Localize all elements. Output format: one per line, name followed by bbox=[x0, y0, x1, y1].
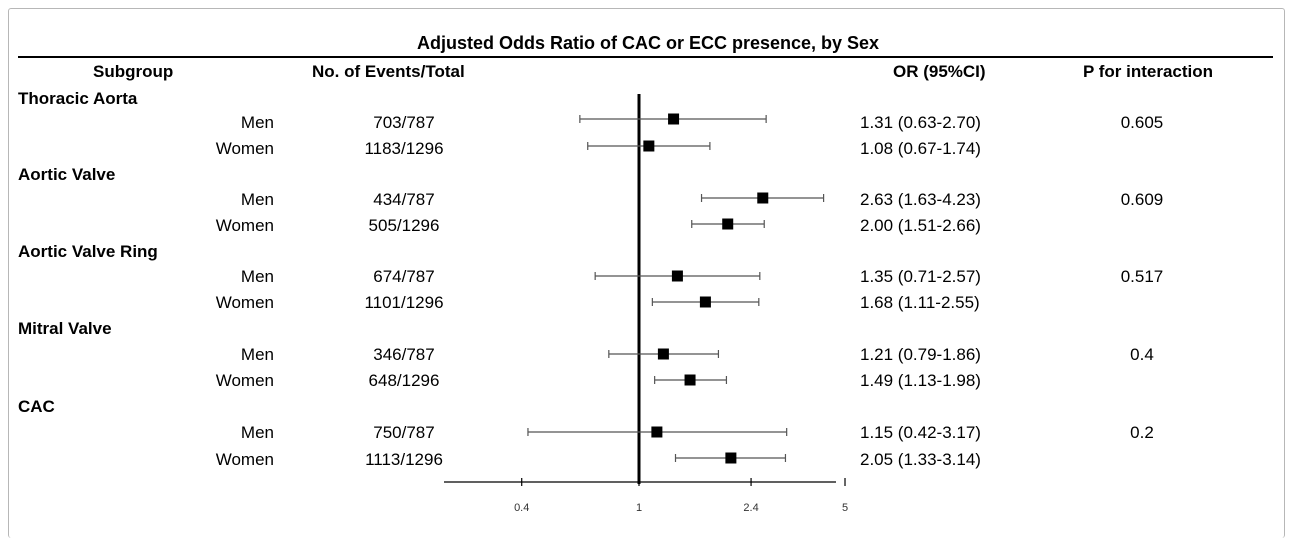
group-label: Mitral Valve bbox=[18, 319, 112, 338]
p-interaction: 0.517 bbox=[1120, 267, 1164, 286]
row-sex: Women bbox=[215, 216, 274, 235]
point-estimate-marker bbox=[684, 374, 696, 386]
chart-title: Adjusted Odds Ratio of CAC or ECC presen… bbox=[416, 33, 880, 53]
point-estimate-marker bbox=[671, 270, 683, 282]
header-events: No. of Events/Total bbox=[312, 62, 465, 81]
header-or: OR (95%CI) bbox=[893, 62, 986, 81]
row-events: 505/1296 bbox=[368, 216, 440, 235]
row-events: 703/787 bbox=[373, 113, 435, 132]
row-or: 1.49 (1.13-1.98) bbox=[860, 371, 981, 390]
row-sex: Men bbox=[240, 345, 274, 364]
header-subgroup: Subgroup bbox=[93, 62, 174, 81]
p-interaction: 0.605 bbox=[1120, 113, 1164, 132]
row-or: 2.05 (1.33-3.14) bbox=[860, 450, 981, 469]
point-estimate-marker bbox=[725, 452, 737, 464]
row-or: 2.63 (1.63-4.23) bbox=[860, 190, 981, 209]
p-interaction: 0.609 bbox=[1120, 190, 1164, 209]
row-or: 1.68 (1.11-2.55) bbox=[860, 293, 980, 312]
row-events: 434/787 bbox=[373, 190, 435, 209]
row-or: 1.08 (0.67-1.74) bbox=[860, 139, 981, 158]
row-events: 346/787 bbox=[373, 345, 435, 364]
group-label: Thoracic Aorta bbox=[18, 89, 138, 108]
row-sex: Men bbox=[240, 423, 274, 442]
row-events: 1101/1296 bbox=[364, 293, 444, 312]
row-sex: Men bbox=[240, 113, 274, 132]
point-estimate-marker bbox=[757, 192, 769, 204]
row-sex: Women bbox=[215, 371, 274, 390]
row-or: 1.31 (0.63-2.70) bbox=[860, 113, 981, 132]
point-estimate-marker bbox=[668, 113, 680, 125]
row-sex: Men bbox=[240, 267, 274, 286]
row-events: 648/1296 bbox=[368, 371, 440, 390]
x-tick-label: 5 bbox=[842, 502, 848, 514]
point-estimate-marker bbox=[699, 296, 711, 308]
row-or: 1.35 (0.71-2.57) bbox=[860, 267, 981, 286]
row-or: 2.00 (1.51-2.66) bbox=[860, 216, 981, 235]
row-sex: Women bbox=[215, 450, 274, 469]
x-tick-label: 2.4 bbox=[743, 502, 758, 514]
x-tick-label: 0.4 bbox=[514, 502, 529, 514]
point-estimate-marker bbox=[651, 426, 663, 438]
row-events: 1113/1296 bbox=[365, 450, 443, 469]
row-or: 1.21 (0.79-1.86) bbox=[860, 345, 981, 364]
row-events: 674/787 bbox=[373, 267, 435, 286]
point-estimate-marker bbox=[722, 218, 734, 230]
group-label: CAC bbox=[18, 397, 55, 416]
title-rule bbox=[18, 56, 1273, 58]
p-interaction: 0.4 bbox=[1130, 345, 1154, 364]
forest-plot: 0.4 1 2.4 5 bbox=[444, 94, 848, 514]
p-interaction: 0.2 bbox=[1130, 423, 1154, 442]
point-estimate-marker bbox=[643, 140, 655, 152]
group-label: Aortic Valve bbox=[18, 165, 116, 184]
row-sex: Women bbox=[215, 293, 274, 312]
point-estimate-marker bbox=[657, 348, 669, 360]
row-sex: Women bbox=[215, 139, 274, 158]
figure-frame bbox=[8, 8, 1285, 538]
row-events: 1183/1296 bbox=[364, 139, 444, 158]
row-sex: Men bbox=[240, 190, 274, 209]
row-events: 750/787 bbox=[373, 423, 435, 442]
header-p-interaction: P for interaction bbox=[1083, 62, 1214, 81]
row-or: 1.15 (0.42-3.17) bbox=[860, 423, 981, 442]
group-label: Aortic Valve Ring bbox=[18, 242, 158, 261]
x-tick-label: 1 bbox=[636, 502, 642, 514]
